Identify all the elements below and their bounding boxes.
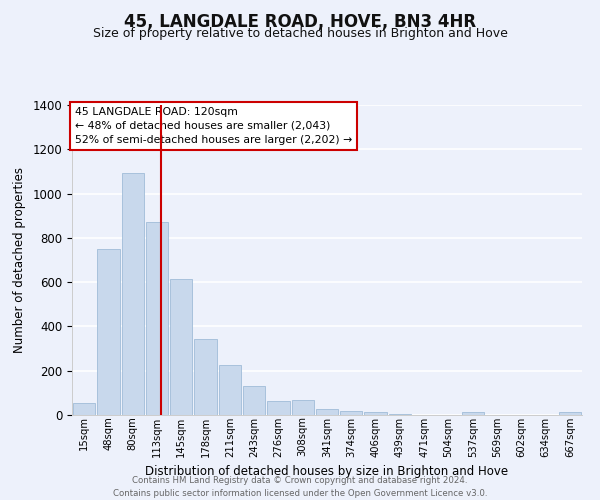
Bar xyxy=(243,386,265,415)
Bar xyxy=(340,411,362,415)
Text: Contains HM Land Registry data © Crown copyright and database right 2024.
Contai: Contains HM Land Registry data © Crown c… xyxy=(113,476,487,498)
Y-axis label: Number of detached properties: Number of detached properties xyxy=(13,167,26,353)
Bar xyxy=(559,412,581,415)
Bar xyxy=(292,400,314,415)
Bar xyxy=(364,412,387,415)
Bar xyxy=(389,414,411,415)
Bar xyxy=(73,403,95,415)
Bar xyxy=(316,410,338,415)
Text: 45, LANGDALE ROAD, HOVE, BN3 4HR: 45, LANGDALE ROAD, HOVE, BN3 4HR xyxy=(124,12,476,30)
Bar xyxy=(170,279,193,415)
Bar xyxy=(267,400,290,415)
Text: 45 LANGDALE ROAD: 120sqm
← 48% of detached houses are smaller (2,043)
52% of sem: 45 LANGDALE ROAD: 120sqm ← 48% of detach… xyxy=(74,106,352,146)
Bar xyxy=(461,412,484,415)
Bar xyxy=(194,338,217,415)
X-axis label: Distribution of detached houses by size in Brighton and Hove: Distribution of detached houses by size … xyxy=(145,465,509,478)
Text: Size of property relative to detached houses in Brighton and Hove: Size of property relative to detached ho… xyxy=(92,28,508,40)
Bar xyxy=(122,172,144,415)
Bar xyxy=(97,249,119,415)
Bar xyxy=(146,222,168,415)
Bar xyxy=(218,364,241,415)
